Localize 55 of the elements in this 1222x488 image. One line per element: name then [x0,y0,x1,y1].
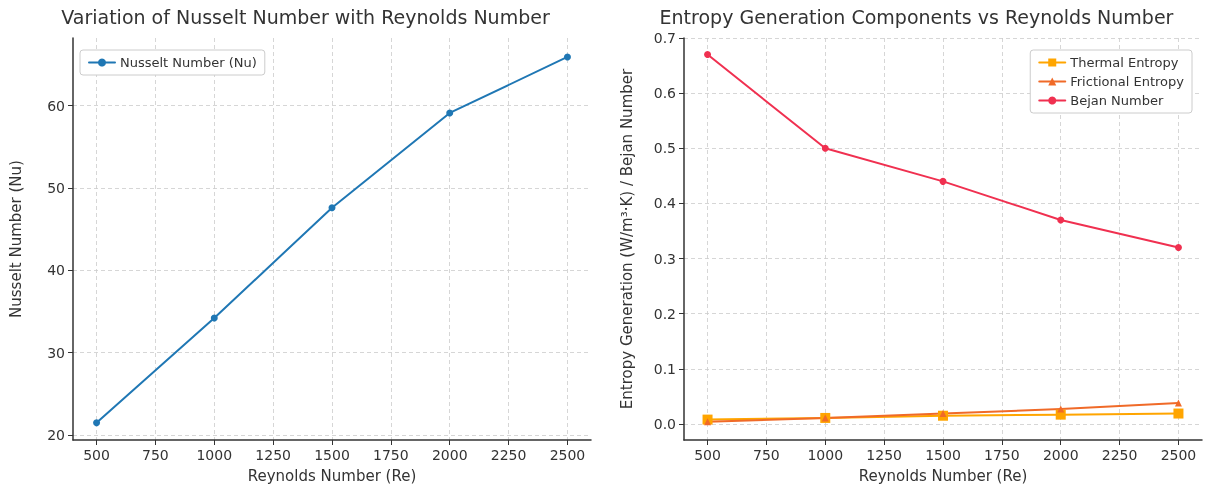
x-tick-label: 2250 [490,447,527,463]
x-tick-label: 1500 [925,447,961,463]
x-tick-label: 500 [83,447,110,463]
y-tick-label: 0.6 [653,85,677,102]
y-tick-label: 0.4 [653,195,677,212]
y-tick-label: 0.0 [653,416,676,433]
point [704,418,712,426]
x-tick-label: 750 [142,447,169,463]
point [704,51,712,59]
x-tick-label: 1750 [373,447,409,463]
point [821,144,829,152]
x-axis-title: Reynolds Number (Re) [247,466,417,485]
point [1174,399,1182,407]
chart-title: Variation of Nusselt Number with Reynolds Number [61,5,550,28]
legend-label: Bejan Number [1070,93,1164,108]
x-tick-label: 1000 [807,447,844,463]
point [1057,405,1065,413]
y-axis-title: Entropy Generation (W/m³·K) / Bejan Number [617,68,636,410]
point [1174,244,1182,252]
y-axis-title: Nusselt Number (Nu) [6,160,25,318]
point [563,53,571,61]
y-tick-label: 40 [47,262,65,279]
y-tick-label: 0.3 [653,250,676,267]
x-tick-label: 1250 [866,447,902,463]
point [210,314,218,322]
point [939,177,947,185]
legend-label: Thermal Entropy [1069,55,1179,70]
x-axis-title: Reynolds Number (Re) [858,466,1028,485]
chart-title: Entropy Generation Components vs Reynolds Number [659,5,1174,28]
y-tick-label: 60 [47,97,65,114]
y-tick-label: 0.1 [653,360,676,377]
y-tick-label: 0.2 [653,305,676,322]
x-tick-label: 2500 [1160,447,1197,463]
point [1057,216,1065,224]
y-tick-label: 0.5 [653,140,676,157]
x-tick-label: 500 [694,447,721,463]
x-tick-label: 1500 [314,447,350,463]
y-tick-label: 20 [47,427,65,444]
x-tick-label: 2000 [1042,447,1079,463]
legend-label: Nusselt Number (Nu) [120,55,257,70]
x-tick-label: 750 [753,447,780,463]
y-tick-label: 30 [47,344,65,361]
point [93,419,101,427]
x-tick-label: 2250 [1101,447,1138,463]
x-tick-label: 1250 [255,447,291,463]
point [446,109,454,117]
y-tick-label: 0.7 [653,30,676,46]
x-tick-label: 2000 [431,447,468,463]
legend-label: Frictional Entropy [1070,74,1185,89]
x-tick-label: 2500 [549,447,586,463]
y-tick-label: 50 [47,179,65,196]
point [1173,408,1184,419]
x-tick-label: 1750 [984,447,1020,463]
x-tick-label: 1000 [196,447,233,463]
point [328,204,336,212]
